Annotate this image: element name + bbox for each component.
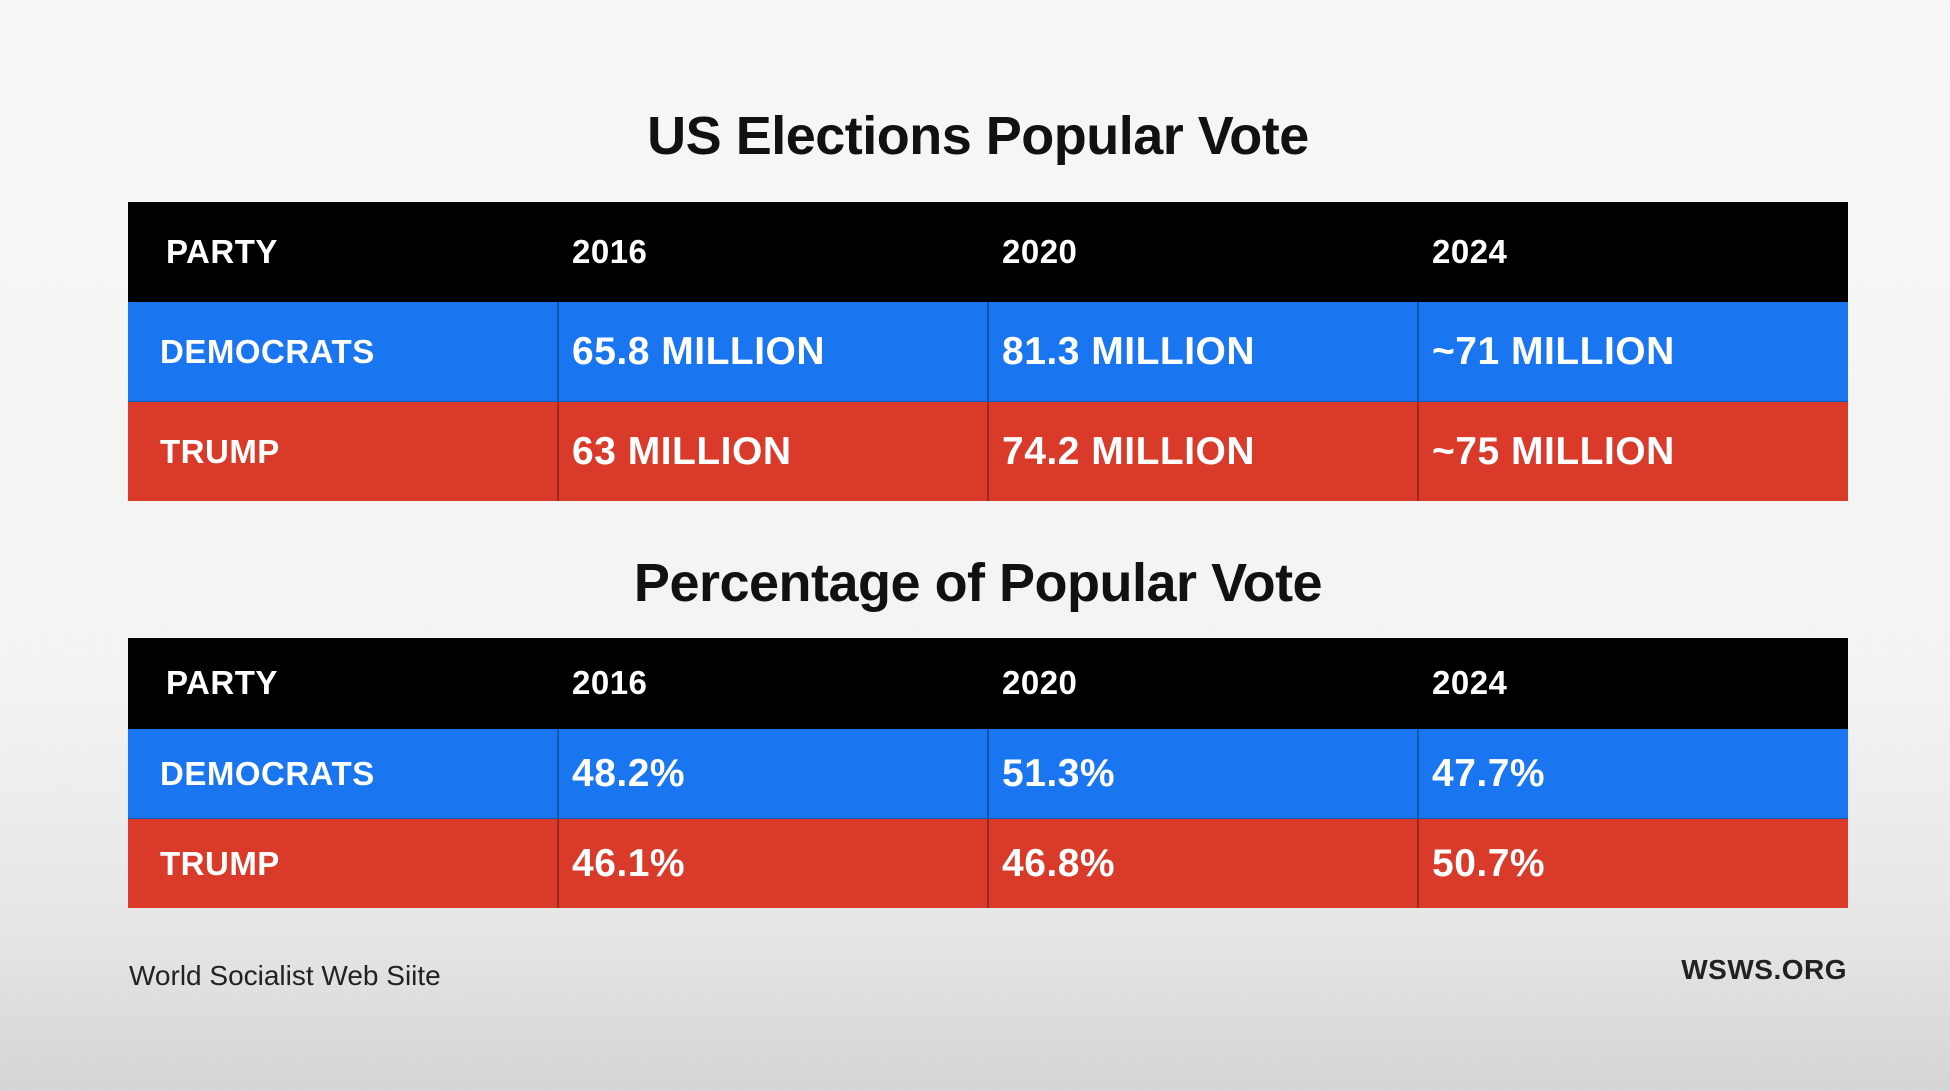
- row-label-trump: TRUMP: [128, 818, 558, 908]
- column-header-2024: 2024: [1418, 202, 1848, 302]
- column-header-2024: 2024: [1418, 638, 1848, 729]
- popular-vote-table: PARTY 2016 2020 2024 DEMOCRATS 65.8 MILL…: [128, 202, 1848, 501]
- site-url: WSWS.ORG: [1681, 954, 1847, 985]
- column-header-party: PARTY: [128, 638, 558, 729]
- cell-trump-2016: 46.1%: [557, 818, 988, 908]
- cell-democrats-2024: 47.7%: [1417, 728, 1848, 819]
- popular-vote-title: US Elections Popular Vote: [647, 106, 1309, 166]
- table-row-democrats: DEMOCRATS 48.2% 51.3% 47.7%: [128, 728, 1848, 819]
- source-credit: World Socialist Web Siite: [129, 960, 441, 991]
- cell-democrats-2016: 48.2%: [557, 728, 988, 819]
- table-row-trump: TRUMP 63 MILLION 74.2 MILLION ~75 MILLIO…: [128, 401, 1848, 501]
- cell-trump-2020: 74.2 MILLION: [987, 401, 1418, 501]
- column-header-2016: 2016: [558, 202, 988, 302]
- column-header-2020: 2020: [988, 638, 1418, 729]
- cell-trump-2020: 46.8%: [987, 818, 1418, 908]
- table-header-row: PARTY 2016 2020 2024: [128, 202, 1848, 302]
- cell-democrats-2016: 65.8 MILLION: [557, 301, 988, 402]
- cell-trump-2024: ~75 MILLION: [1417, 401, 1848, 501]
- column-header-party: PARTY: [128, 202, 558, 302]
- cell-democrats-2020: 51.3%: [987, 728, 1418, 819]
- table-row-democrats: DEMOCRATS 65.8 MILLION 81.3 MILLION ~71 …: [128, 301, 1848, 402]
- table-row-trump: TRUMP 46.1% 46.8% 50.7%: [128, 818, 1848, 908]
- cell-trump-2016: 63 MILLION: [557, 401, 988, 501]
- row-label-democrats: DEMOCRATS: [128, 728, 558, 819]
- cell-democrats-2020: 81.3 MILLION: [987, 301, 1418, 402]
- cell-democrats-2024: ~71 MILLION: [1417, 301, 1848, 402]
- column-header-2016: 2016: [558, 638, 988, 729]
- percentage-vote-title: Percentage of Popular Vote: [633, 553, 1323, 613]
- row-label-democrats: DEMOCRATS: [128, 301, 558, 402]
- table-header-row: PARTY 2016 2020 2024: [128, 638, 1848, 729]
- row-label-trump: TRUMP: [128, 401, 558, 501]
- percentage-vote-table: PARTY 2016 2020 2024 DEMOCRATS 48.2% 51.…: [128, 638, 1848, 908]
- column-header-2020: 2020: [988, 202, 1418, 302]
- cell-trump-2024: 50.7%: [1417, 818, 1848, 908]
